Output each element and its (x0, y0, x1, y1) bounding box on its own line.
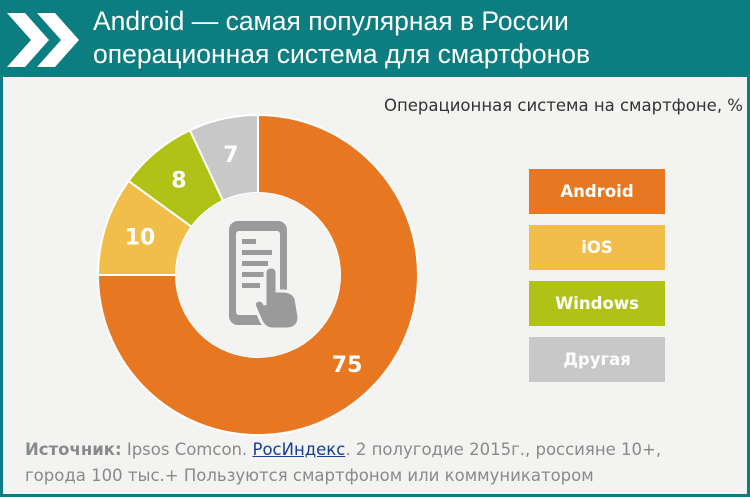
source-note: Источник: Ipsos Comcon. РосИндекс. 2 пол… (25, 437, 735, 489)
chart-legend: Android iOS Windows Другая (529, 169, 665, 393)
donut-slice-labels: 75 10 8 7 (125, 143, 363, 378)
header-bar: Android — самая популярная в России опер… (3, 3, 747, 77)
title-line-1: Android — самая популярная в России (93, 6, 569, 36)
source-link[interactable]: РосИндекс (252, 440, 346, 459)
title-line-2: операционная система для смартфонов (93, 39, 591, 69)
slice-label-windows: 8 (171, 168, 186, 193)
source-text-cont: . 2 полугодие 2015г., россияне 10+, (345, 440, 662, 459)
slice-label-ios: 10 (125, 226, 156, 251)
legend-item-ios: iOS (529, 225, 665, 270)
source-text: Ipsos Comcon. (121, 440, 253, 459)
source-line-2: города 100 тыс.+ Пользуются смартфоном и… (25, 466, 594, 485)
donut-chart: 75 10 8 7 (96, 113, 419, 436)
slice-other (188, 113, 259, 203)
smartphone-tap-icon (229, 221, 301, 331)
legend-item-windows: Windows (529, 281, 665, 326)
chevrons-icon (7, 13, 79, 67)
donut-slices (96, 113, 419, 436)
slice-label-android: 75 (332, 353, 363, 378)
source-label: Источник: (25, 440, 122, 459)
legend-item-android: Android (529, 169, 665, 214)
page-title: Android — самая популярная в России опер… (93, 5, 733, 71)
legend-item-other: Другая (529, 337, 665, 382)
chart-subtitle: Операционная система на смартфоне, % (383, 96, 743, 115)
slice-label-other: 7 (223, 143, 238, 168)
